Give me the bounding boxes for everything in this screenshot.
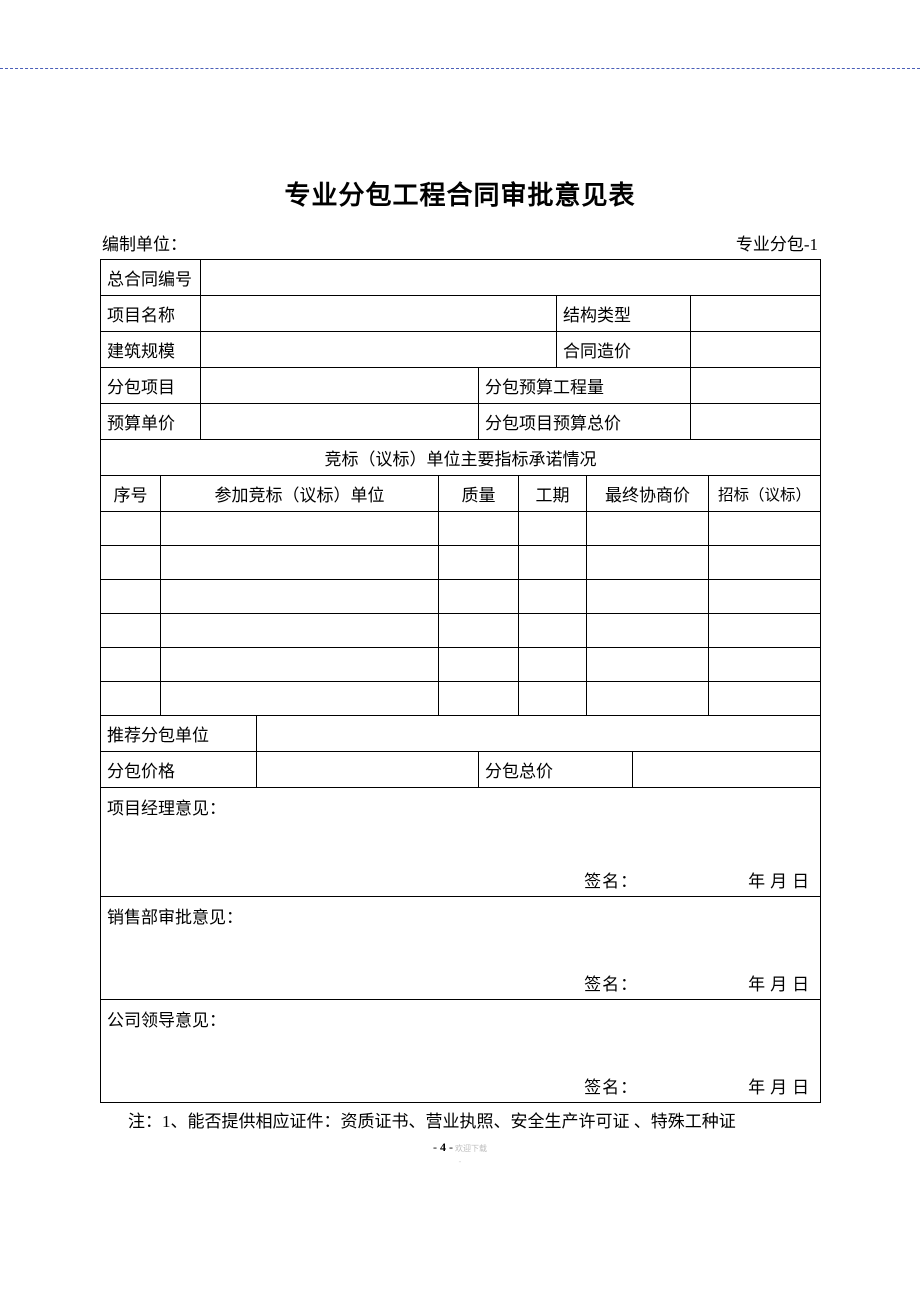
signature-label: 签名： bbox=[584, 975, 638, 994]
label-sub-budget-qty: 分包预算工程量 bbox=[479, 368, 691, 404]
col-bidder: 参加竞标（议标）单位 bbox=[161, 476, 439, 512]
sales-sign-line: 签名： 年月日 bbox=[107, 928, 814, 995]
page-number: - 4 -欢迎下载 bbox=[100, 1140, 820, 1155]
label-sub-budget-total: 分包项目预算总价 bbox=[479, 404, 691, 440]
date-month: 月 bbox=[770, 872, 788, 891]
col-duration: 工期 bbox=[519, 476, 587, 512]
label-contract-no: 总合同编号 bbox=[101, 260, 201, 296]
bid-row bbox=[101, 648, 821, 682]
page-number-prefix: - bbox=[433, 1140, 440, 1154]
value-budget-unit-price bbox=[201, 404, 479, 440]
value-contract-no bbox=[201, 260, 821, 296]
bid-row bbox=[101, 682, 821, 716]
label-pm-opinion: 项目经理意见： bbox=[107, 794, 814, 819]
label-sales-opinion: 销售部审批意见： bbox=[107, 903, 814, 928]
page-number-suffix: - bbox=[446, 1140, 453, 1154]
value-recommend-unit bbox=[257, 716, 821, 752]
footnote: 注：1、能否提供相应证件：资质证书、营业执照、安全生产许可证 、特殊工种证 bbox=[100, 1107, 820, 1132]
meta-row: 编制单位： 专业分包-1 bbox=[100, 230, 820, 255]
value-sub-budget-qty bbox=[691, 368, 821, 404]
value-building-scale bbox=[201, 332, 557, 368]
document-page: 专业分包工程合同审批意见表 编制单位： 专业分包-1 总合同编号 项目名称 bbox=[0, 175, 920, 1166]
bid-row bbox=[101, 546, 821, 580]
watermark-text: 欢迎下载 bbox=[455, 1144, 487, 1153]
col-seq: 序号 bbox=[101, 476, 161, 512]
col-tender: 招标（议标） bbox=[709, 476, 821, 512]
value-sub-budget-total bbox=[691, 404, 821, 440]
row-contract-no: 总合同编号 bbox=[101, 260, 821, 296]
row-pm-opinion: 项目经理意见： 签名： 年月日 bbox=[101, 788, 821, 897]
label-project-name: 项目名称 bbox=[101, 296, 201, 332]
signature-label: 签名： bbox=[584, 1078, 638, 1097]
date-day: 日 bbox=[792, 975, 810, 994]
col-final-price: 最终协商价 bbox=[587, 476, 709, 512]
date-month: 月 bbox=[770, 1078, 788, 1097]
date-day: 日 bbox=[792, 1078, 810, 1097]
date-day: 日 bbox=[792, 872, 810, 891]
approval-table: 总合同编号 项目名称 结构类型 建筑规模 合同造价 分包项目 分包预算工程量 预… bbox=[100, 259, 821, 1103]
col-quality: 质量 bbox=[439, 476, 519, 512]
form-code: 专业分包-1 bbox=[736, 230, 818, 255]
label-recommend-unit: 推荐分包单位 bbox=[101, 716, 257, 752]
label-building-scale: 建筑规模 bbox=[101, 332, 201, 368]
date-month: 月 bbox=[770, 975, 788, 994]
date-year: 年 bbox=[748, 1078, 766, 1097]
label-structure-type: 结构类型 bbox=[557, 296, 691, 332]
row-sub-price: 分包价格 分包总价 bbox=[101, 752, 821, 788]
org-label: 编制单位： bbox=[102, 230, 187, 255]
row-sub-item: 分包项目 分包预算工程量 bbox=[101, 368, 821, 404]
page-title: 专业分包工程合同审批意见表 bbox=[100, 175, 820, 212]
value-sub-item bbox=[201, 368, 479, 404]
watermark-dash: - bbox=[100, 1157, 820, 1166]
label-contract-price: 合同造价 bbox=[557, 332, 691, 368]
header-dashed-line bbox=[0, 68, 920, 69]
pm-sign-line: 签名： 年月日 bbox=[107, 819, 814, 892]
signature-label: 签名： bbox=[584, 872, 638, 891]
label-sub-item: 分包项目 bbox=[101, 368, 201, 404]
bid-row bbox=[101, 580, 821, 614]
value-contract-price bbox=[691, 332, 821, 368]
row-recommend-unit: 推荐分包单位 bbox=[101, 716, 821, 752]
row-bid-situation-header: 竞标（议标）单位主要指标承诺情况 bbox=[101, 440, 821, 476]
row-bid-columns: 序号 参加竞标（议标）单位 质量 工期 最终协商价 招标（议标） bbox=[101, 476, 821, 512]
value-structure-type bbox=[691, 296, 821, 332]
row-leader-opinion: 公司领导意见： 签名： 年月日 bbox=[101, 1000, 821, 1103]
bid-row bbox=[101, 614, 821, 648]
label-sub-price: 分包价格 bbox=[101, 752, 257, 788]
value-sub-price bbox=[257, 752, 479, 788]
row-budget-unit-price: 预算单价 分包项目预算总价 bbox=[101, 404, 821, 440]
date-year: 年 bbox=[748, 872, 766, 891]
row-sales-opinion: 销售部审批意见： 签名： 年月日 bbox=[101, 897, 821, 1000]
leader-sign-line: 签名： 年月日 bbox=[107, 1031, 814, 1098]
value-project-name bbox=[201, 296, 557, 332]
row-project-name: 项目名称 结构类型 bbox=[101, 296, 821, 332]
bid-row bbox=[101, 512, 821, 546]
row-building-scale: 建筑规模 合同造价 bbox=[101, 332, 821, 368]
label-leader-opinion: 公司领导意见： bbox=[107, 1006, 814, 1031]
label-sub-total: 分包总价 bbox=[479, 752, 633, 788]
date-year: 年 bbox=[748, 975, 766, 994]
value-sub-total bbox=[633, 752, 821, 788]
label-bid-situation: 竞标（议标）单位主要指标承诺情况 bbox=[101, 440, 821, 476]
label-budget-unit-price: 预算单价 bbox=[101, 404, 201, 440]
